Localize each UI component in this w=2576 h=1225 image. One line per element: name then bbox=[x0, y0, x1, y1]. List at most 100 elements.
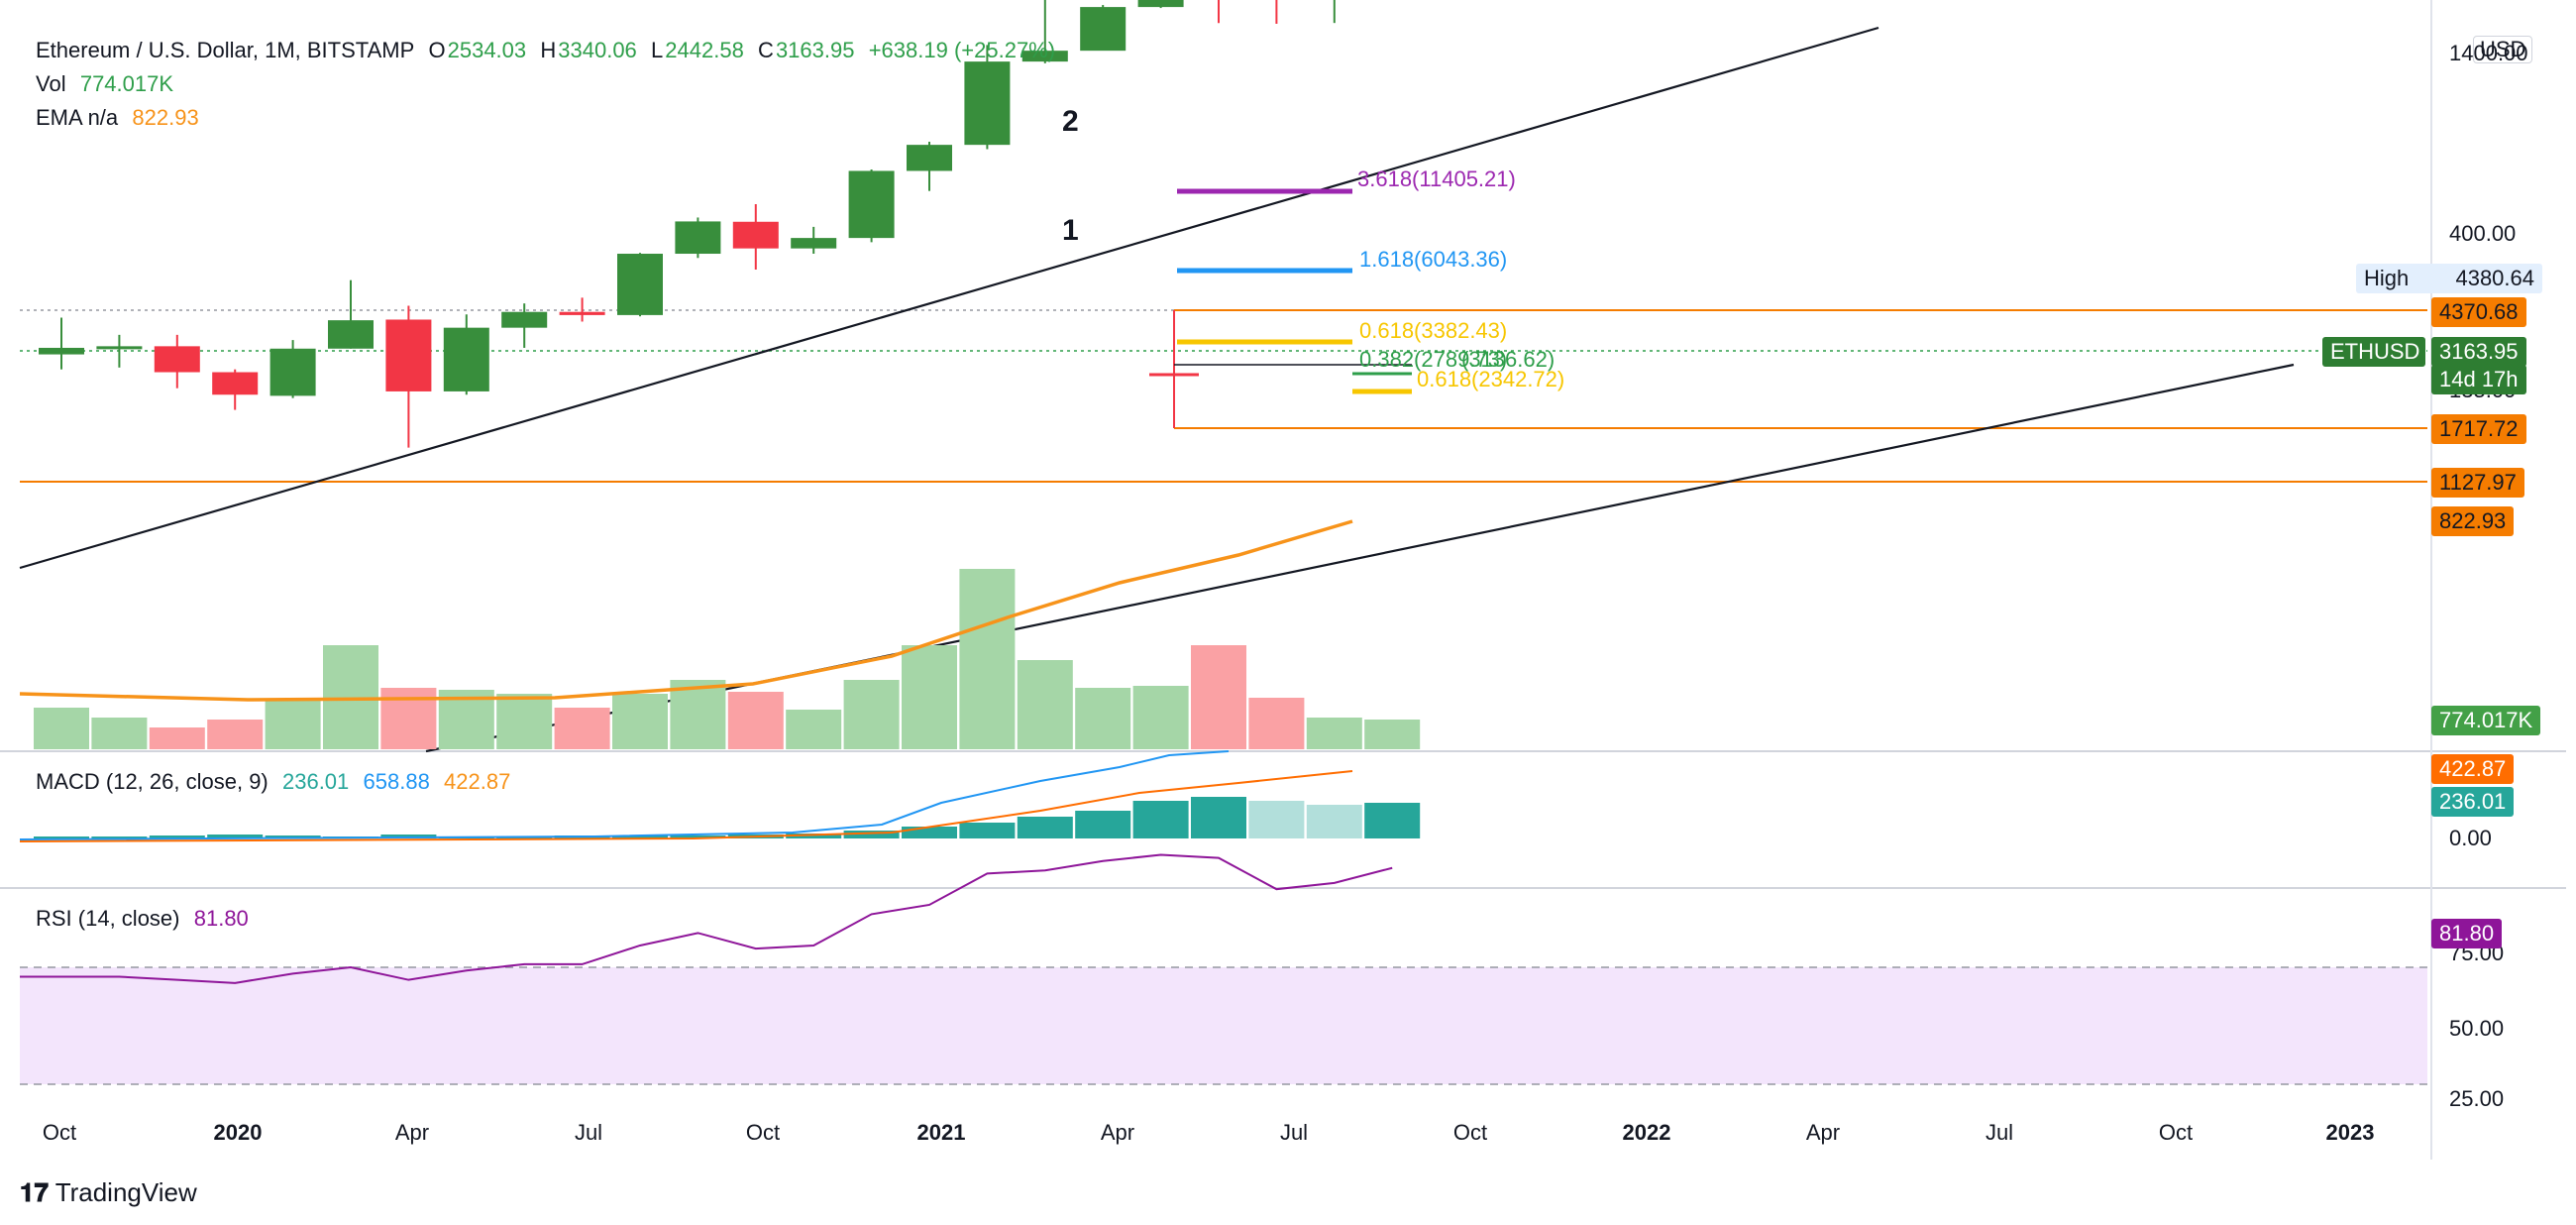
wave-label-2[interactable]: 2 bbox=[1062, 105, 1079, 138]
time-axis-tick: Apr bbox=[1806, 1120, 1840, 1145]
time-axis-tick: Apr bbox=[395, 1120, 429, 1145]
candle-body bbox=[328, 320, 374, 349]
macd-hist-bar bbox=[1364, 803, 1421, 838]
macd-hist-bar bbox=[612, 835, 668, 838]
logo-text: TradingView bbox=[54, 1177, 197, 1207]
tradingview-logo[interactable]: 𝟏𝟕 TradingView bbox=[20, 1177, 197, 1209]
fib-1618-label: 1.618(6043.36) bbox=[1359, 247, 1507, 272]
volume-bar bbox=[1191, 645, 1246, 749]
candle[interactable] bbox=[732, 204, 779, 270]
wave-label-1[interactable]: 1 bbox=[1062, 214, 1079, 247]
open-value: 2534.03 bbox=[447, 38, 527, 62]
candle[interactable] bbox=[443, 314, 489, 395]
candle[interactable] bbox=[675, 217, 721, 259]
high-tag: High 4380.64 bbox=[2356, 264, 2542, 293]
ethusd-countdown-tag: 14d 17h bbox=[2431, 365, 2526, 394]
vol-label[interactable]: Vol bbox=[36, 71, 66, 96]
high-tag-value: 4380.64 bbox=[2455, 266, 2534, 290]
volume-bar bbox=[496, 694, 553, 749]
volume-bars bbox=[34, 569, 1421, 749]
rsi-axis-tick: 50.00 bbox=[2449, 1016, 2504, 1041]
close-value: 3163.95 bbox=[775, 38, 855, 62]
time-axis[interactable]: Oct 2020 Apr Jul Oct 2021 Apr Jul Oct 2022 Apr Jul O… bbox=[43, 1120, 2375, 1145]
rsi-legend: RSI (14, close) 81.80 bbox=[36, 906, 251, 932]
volume-bar bbox=[959, 569, 1016, 749]
close-label: C bbox=[758, 38, 774, 62]
time-axis-tick: Oct bbox=[43, 1120, 76, 1145]
symbol-label[interactable]: Ethereum / U.S. Dollar, 1M, BITSTAMP bbox=[36, 38, 415, 62]
candle[interactable] bbox=[96, 334, 143, 368]
candle[interactable] bbox=[1137, 0, 1184, 9]
candle[interactable] bbox=[848, 169, 895, 243]
candle[interactable] bbox=[907, 142, 952, 191]
candle[interactable] bbox=[559, 297, 605, 322]
channel-lower-line[interactable] bbox=[425, 363, 2295, 753]
macd-hist-bar bbox=[1132, 801, 1189, 838]
candle[interactable] bbox=[212, 369, 259, 410]
time-axis-tick: 2020 bbox=[214, 1120, 263, 1145]
candle[interactable] bbox=[501, 303, 548, 348]
level-4370-tag: 4370.68 bbox=[2431, 297, 2526, 327]
macd-hist-bar bbox=[91, 836, 148, 838]
fib-3618-label: 3.618(11405.21) bbox=[1357, 167, 1516, 191]
price-axis-tick: 400.00 bbox=[2449, 221, 2516, 246]
main-legend: Ethereum / U.S. Dollar, 1M, BITSTAMP O25… bbox=[36, 38, 1057, 63]
time-axis-tick: Oct bbox=[2159, 1120, 2193, 1145]
candle[interactable] bbox=[964, 45, 1011, 150]
time-axis-tick: 2021 bbox=[917, 1120, 966, 1145]
channel-upper-line[interactable] bbox=[19, 26, 1879, 570]
macd-value: 658.88 bbox=[363, 769, 430, 794]
fib-0618a-label: 0.618(3382.43) bbox=[1359, 318, 1507, 343]
volume-bar bbox=[843, 680, 900, 749]
price-axis-tick: 1400.00 bbox=[2449, 41, 2528, 65]
candle-body bbox=[1021, 51, 1068, 62]
ema-label[interactable]: EMA n/a bbox=[36, 105, 119, 130]
macd-signal-value: 422.87 bbox=[444, 769, 511, 794]
time-axis-tick: 2022 bbox=[1623, 1120, 1671, 1145]
candlesticks[interactable] bbox=[39, 0, 1415, 448]
macd-hist-bar bbox=[1075, 811, 1131, 838]
level-1717-tag: 1717.72 bbox=[2431, 414, 2526, 444]
volume-bar bbox=[1364, 720, 1421, 749]
change-value: +638.19 (+25.27%) bbox=[868, 38, 1056, 62]
volume-bar bbox=[670, 680, 726, 749]
macd-label[interactable]: MACD (12, 26, close, 9) bbox=[36, 769, 268, 794]
rsi-axis-tick: 25.00 bbox=[2449, 1086, 2504, 1111]
candle-body bbox=[1080, 7, 1127, 52]
candle[interactable] bbox=[269, 340, 316, 398]
candle[interactable] bbox=[1253, 0, 1299, 25]
candle[interactable] bbox=[1021, 0, 1068, 63]
candle-body bbox=[385, 319, 432, 391]
currency-button[interactable]: USD bbox=[2473, 36, 2533, 63]
candle[interactable] bbox=[1080, 5, 1127, 52]
candle-body bbox=[791, 238, 837, 249]
candle[interactable] bbox=[1312, 0, 1357, 24]
candle[interactable] bbox=[385, 305, 432, 448]
volume-bar bbox=[265, 700, 321, 749]
volume-bar bbox=[1075, 688, 1131, 749]
candle-body bbox=[212, 372, 259, 395]
macd-hist-tag: 236.01 bbox=[2431, 787, 2515, 817]
macd-line bbox=[19, 750, 1230, 840]
volume-bar bbox=[34, 708, 89, 749]
volume-bar bbox=[1132, 686, 1189, 749]
fib-0236-label: (3136.62) bbox=[1461, 347, 1555, 372]
volume-bar bbox=[91, 718, 148, 749]
macd-hist-bar bbox=[1017, 817, 1073, 838]
candle[interactable] bbox=[328, 279, 374, 349]
volume-bar bbox=[727, 692, 784, 749]
candle[interactable] bbox=[791, 226, 837, 255]
volume-bar bbox=[902, 645, 957, 749]
rsi-label[interactable]: RSI (14, close) bbox=[36, 906, 180, 931]
macd-hist-bar bbox=[34, 836, 89, 838]
candle[interactable] bbox=[154, 334, 200, 389]
macd-signal-tag: 422.87 bbox=[2431, 754, 2515, 784]
time-axis-tick: Oct bbox=[746, 1120, 780, 1145]
candle-body bbox=[1137, 0, 1184, 8]
candle[interactable] bbox=[1196, 0, 1241, 24]
macd-hist-bar bbox=[149, 835, 205, 838]
candle[interactable] bbox=[39, 317, 84, 370]
candle[interactable] bbox=[617, 253, 663, 317]
macd-hist-bar bbox=[959, 823, 1016, 838]
